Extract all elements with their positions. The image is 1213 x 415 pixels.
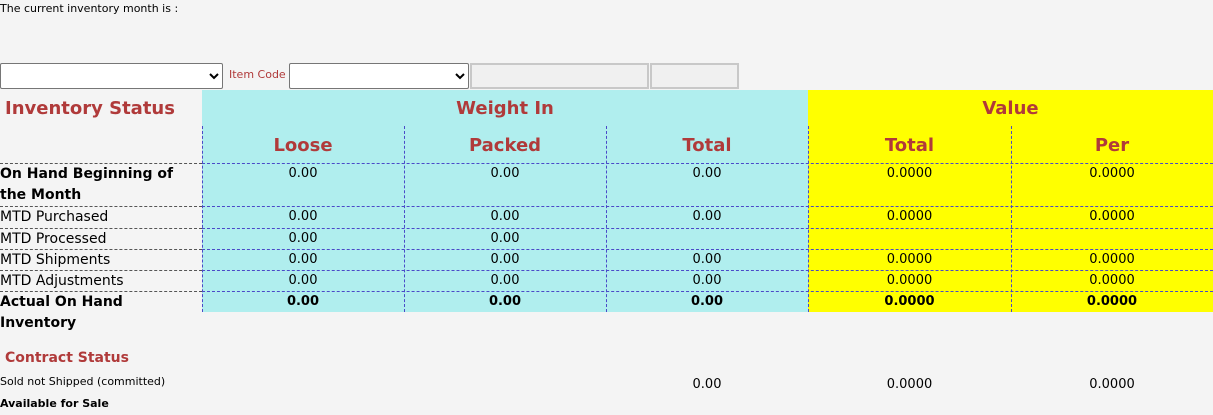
cell-value: 0.00: [490, 209, 520, 224]
contract-row-label: Sold not Shipped (committed): [0, 375, 166, 388]
grid-line: [0, 291, 202, 292]
cell-value: 0.0000: [1089, 209, 1135, 224]
cell-value: 0.0000: [1089, 166, 1135, 181]
row-label: MTD Shipments: [0, 252, 111, 268]
grid-line: [808, 126, 809, 312]
cell-value: 0.0000: [1089, 273, 1135, 288]
item-code-select[interactable]: [289, 63, 469, 89]
grid-line: [0, 270, 202, 271]
item-description-input[interactable]: [470, 63, 649, 89]
grid-line: [202, 126, 203, 312]
contract-cell-value: 0.0000: [886, 377, 933, 392]
cell-value: 0.00: [692, 273, 722, 288]
contract-title: Contract Status: [5, 350, 129, 366]
cell-value: 0.00: [288, 166, 318, 181]
cell-value: 0.0000: [886, 166, 933, 181]
cell-value: 0.00: [286, 294, 320, 309]
grid-line: [202, 270, 1213, 271]
cell-value: 0.00: [692, 252, 722, 267]
cell-value: 0.0000: [1086, 294, 1138, 309]
cell-value: 0.0000: [884, 294, 935, 309]
row-label: MTD Adjustments: [0, 273, 124, 289]
grid-line: [606, 126, 607, 312]
item-code-label: Item Code: [229, 68, 286, 81]
column-header: Total: [884, 135, 935, 156]
row-label: MTD Processed: [0, 231, 107, 247]
grid-line: [202, 206, 1213, 207]
cell-value: 0.00: [288, 273, 318, 288]
cell-value: 0.00: [288, 231, 318, 246]
contract-row-label: Available for Sale: [0, 397, 109, 410]
cell-value: 0.00: [692, 166, 722, 181]
grid-line: [0, 249, 202, 250]
column-header: Packed: [468, 135, 542, 156]
row-label: Actual On Hand Inventory: [0, 294, 123, 331]
grid-line: [1011, 126, 1012, 312]
cell-value: 0.0000: [886, 209, 933, 224]
contract-cell-value: 0.00: [692, 377, 722, 392]
column-header: Loose: [273, 135, 333, 156]
cell-value: 0.00: [490, 252, 520, 267]
grid-line: [404, 126, 405, 312]
cell-value: 0.0000: [886, 273, 933, 288]
cell-value: 0.00: [692, 209, 722, 224]
cell-value: 0.0000: [886, 252, 933, 267]
weight-bg: [202, 90, 808, 312]
grid-line: [202, 228, 1213, 229]
cell-value: 0.00: [690, 294, 724, 309]
month-select[interactable]: [0, 63, 223, 89]
grid-line: [0, 163, 202, 164]
cell-value: 0.00: [490, 273, 520, 288]
grid-line: [202, 163, 1213, 164]
cell-value: 0.0000: [1089, 252, 1135, 267]
value-bg: [808, 90, 1213, 312]
grid-line: [0, 228, 202, 229]
grid-line: [0, 206, 202, 207]
cell-value: 0.00: [288, 252, 318, 267]
grid-line: [202, 291, 1213, 292]
group-header: Weight In: [456, 98, 554, 119]
table-title: Inventory Status: [5, 98, 175, 119]
cell-value: 0.00: [488, 294, 522, 309]
row-label: MTD Purchased: [0, 209, 109, 225]
cell-value: 0.00: [490, 231, 520, 246]
cell-value: 0.00: [288, 209, 318, 224]
item-unit-input[interactable]: [650, 63, 739, 89]
contract-cell-value: 0.0000: [1089, 377, 1135, 392]
column-header: Per: [1094, 135, 1130, 156]
grid-line: [202, 249, 1213, 250]
inventory-month-label: The current inventory month is :: [0, 2, 179, 15]
group-header: Value: [982, 98, 1039, 119]
row-label: On Hand Beginning of the Month: [0, 166, 174, 203]
column-header: Total: [682, 135, 732, 156]
cell-value: 0.00: [490, 166, 520, 181]
